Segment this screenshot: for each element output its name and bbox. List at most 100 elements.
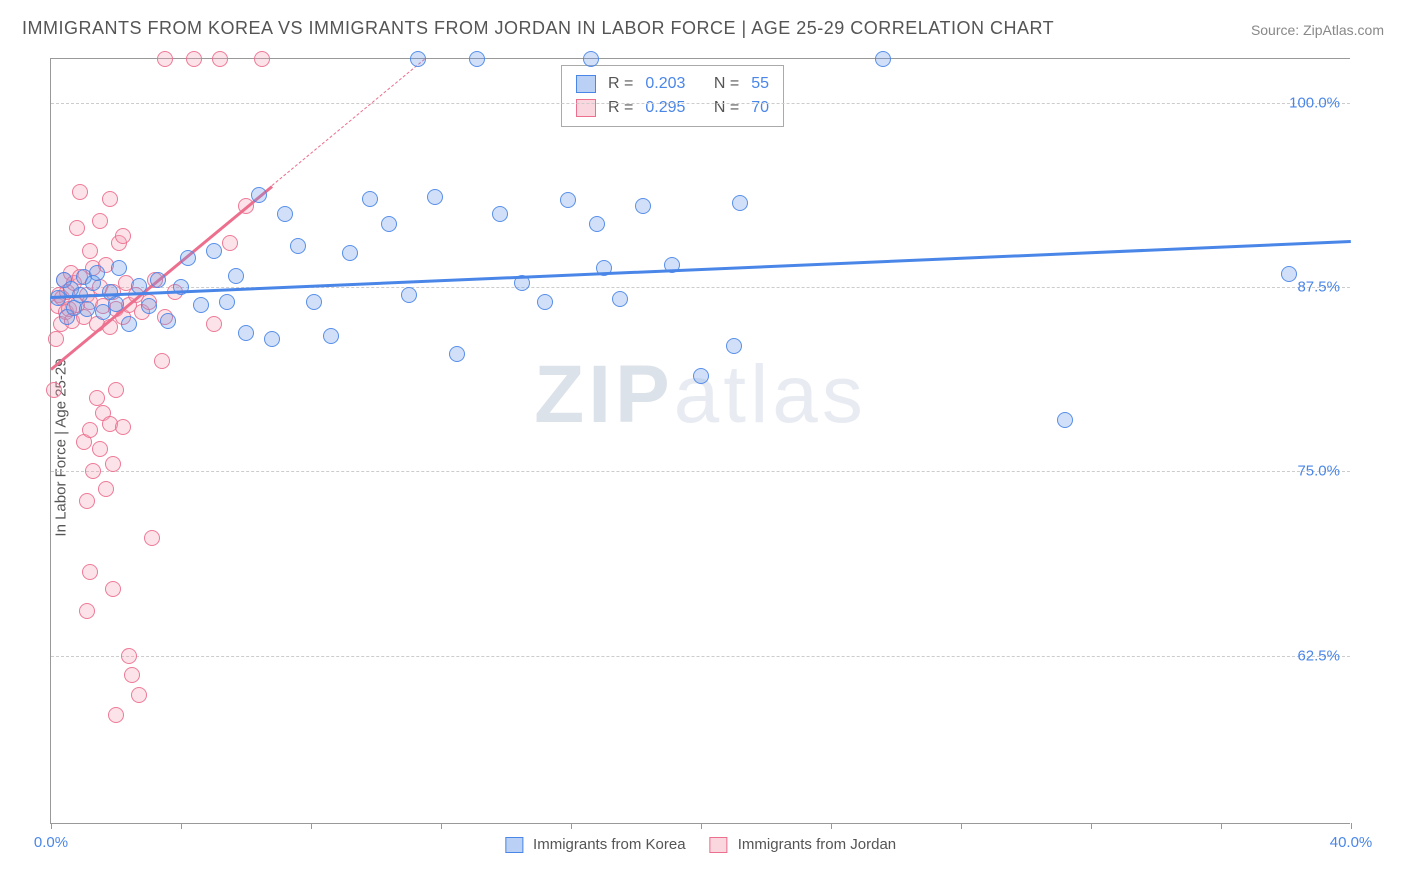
chart-title: IMMIGRANTS FROM KOREA VS IMMIGRANTS FROM… (22, 18, 1054, 39)
data-point-korea (469, 51, 485, 67)
x-tick-mark (311, 823, 312, 829)
data-point-korea (160, 313, 176, 329)
gridline (51, 103, 1350, 104)
data-point-korea (410, 51, 426, 67)
data-point-jordan (212, 51, 228, 67)
scatter-plot: In Labor Force | Age 25-29 ZIPatlas R = … (50, 58, 1350, 824)
r-value-korea: 0.203 (645, 72, 685, 96)
legend-item-jordan: Immigrants from Jordan (710, 836, 897, 853)
watermark-light: atlas (674, 349, 867, 440)
data-point-korea (875, 51, 891, 67)
data-point-jordan (89, 390, 105, 406)
n-value-korea: 55 (751, 72, 769, 96)
data-point-korea (228, 268, 244, 284)
swatch-korea (576, 75, 596, 93)
source-attribution: Source: ZipAtlas.com (1251, 22, 1384, 38)
data-point-jordan (131, 687, 147, 703)
trend-line-dash-jordan (272, 59, 425, 186)
data-point-korea (612, 291, 628, 307)
data-point-korea (323, 328, 339, 344)
data-point-jordan (186, 51, 202, 67)
watermark-bold: ZIP (534, 349, 674, 440)
x-tick-mark (961, 823, 962, 829)
x-tick-mark (1351, 823, 1352, 829)
data-point-jordan (254, 51, 270, 67)
data-point-jordan (157, 51, 173, 67)
r-label: R = (608, 72, 633, 96)
data-point-jordan (69, 220, 85, 236)
data-point-jordan (48, 331, 64, 347)
data-point-jordan (79, 493, 95, 509)
n-label: N = (714, 96, 739, 120)
data-point-korea (492, 206, 508, 222)
legend-item-korea: Immigrants from Korea (505, 836, 686, 853)
y-tick-label: 62.5% (1297, 647, 1340, 664)
y-tick-label: 87.5% (1297, 279, 1340, 296)
data-point-jordan (85, 463, 101, 479)
data-point-korea (693, 368, 709, 384)
data-point-jordan (102, 191, 118, 207)
data-point-jordan (115, 419, 131, 435)
data-point-jordan (121, 648, 137, 664)
x-tick-label: 40.0% (1330, 834, 1373, 851)
y-tick-label: 100.0% (1289, 95, 1340, 112)
swatch-korea-icon (505, 837, 523, 853)
data-point-korea (449, 346, 465, 362)
data-point-jordan (105, 581, 121, 597)
data-point-korea (306, 294, 322, 310)
data-point-korea (427, 189, 443, 205)
series-legend: Immigrants from Korea Immigrants from Jo… (505, 836, 896, 853)
x-tick-mark (51, 823, 52, 829)
data-point-jordan (124, 667, 140, 683)
correlation-legend: R = 0.203 N = 55 R = 0.295 N = 70 (561, 65, 784, 127)
data-point-jordan (72, 184, 88, 200)
data-point-korea (79, 301, 95, 317)
x-tick-mark (571, 823, 572, 829)
n-label: N = (714, 72, 739, 96)
data-point-jordan (108, 382, 124, 398)
data-point-korea (560, 192, 576, 208)
data-point-jordan (82, 564, 98, 580)
data-point-jordan (82, 422, 98, 438)
data-point-korea (589, 216, 605, 232)
data-point-jordan (154, 353, 170, 369)
x-tick-mark (1091, 823, 1092, 829)
data-point-korea (238, 325, 254, 341)
data-point-jordan (98, 481, 114, 497)
data-point-korea (732, 195, 748, 211)
watermark: ZIPatlas (534, 348, 867, 442)
data-point-jordan (46, 382, 62, 398)
data-point-jordan (92, 213, 108, 229)
swatch-jordan-icon (710, 837, 728, 853)
x-tick-mark (181, 823, 182, 829)
data-point-jordan (108, 707, 124, 723)
data-point-korea (89, 265, 105, 281)
n-value-jordan: 70 (751, 96, 769, 120)
data-point-jordan (206, 316, 222, 332)
swatch-jordan (576, 99, 596, 117)
data-point-jordan (79, 603, 95, 619)
data-point-korea (193, 297, 209, 313)
data-point-korea (150, 272, 166, 288)
data-point-korea (121, 316, 137, 332)
data-point-korea (381, 216, 397, 232)
gridline (51, 471, 1350, 472)
data-point-korea (180, 250, 196, 266)
data-point-korea (219, 294, 235, 310)
gridline (51, 656, 1350, 657)
legend-row-korea: R = 0.203 N = 55 (576, 72, 769, 96)
data-point-korea (264, 331, 280, 347)
x-tick-label: 0.0% (34, 834, 68, 851)
r-label: R = (608, 96, 633, 120)
data-point-korea (1057, 412, 1073, 428)
data-point-jordan (92, 441, 108, 457)
data-point-korea (141, 298, 157, 314)
data-point-korea (537, 294, 553, 310)
data-point-korea (362, 191, 378, 207)
data-point-korea (1281, 266, 1297, 282)
legend-label-korea: Immigrants from Korea (533, 836, 686, 853)
data-point-jordan (82, 243, 98, 259)
legend-row-jordan: R = 0.295 N = 70 (576, 96, 769, 120)
data-point-korea (401, 287, 417, 303)
data-point-korea (108, 296, 124, 312)
